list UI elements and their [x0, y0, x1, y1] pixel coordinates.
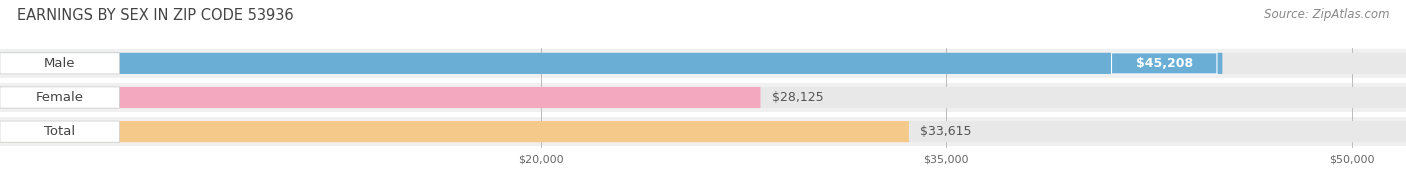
FancyBboxPatch shape [0, 53, 1406, 74]
FancyBboxPatch shape [0, 53, 1222, 74]
FancyBboxPatch shape [0, 87, 1406, 108]
FancyBboxPatch shape [0, 53, 120, 74]
Text: EARNINGS BY SEX IN ZIP CODE 53936: EARNINGS BY SEX IN ZIP CODE 53936 [17, 8, 294, 23]
Text: Source: ZipAtlas.com: Source: ZipAtlas.com [1264, 8, 1389, 21]
Text: Total: Total [44, 125, 76, 138]
Text: $33,615: $33,615 [920, 125, 972, 138]
FancyBboxPatch shape [1112, 53, 1218, 74]
Text: $45,208: $45,208 [1136, 57, 1192, 70]
FancyBboxPatch shape [0, 117, 1406, 146]
FancyBboxPatch shape [0, 121, 1406, 142]
FancyBboxPatch shape [0, 87, 120, 108]
FancyBboxPatch shape [0, 49, 1406, 78]
FancyBboxPatch shape [0, 83, 1406, 112]
Text: Male: Male [44, 57, 76, 70]
FancyBboxPatch shape [0, 121, 908, 142]
Text: Female: Female [35, 91, 84, 104]
FancyBboxPatch shape [0, 87, 761, 108]
Text: $28,125: $28,125 [772, 91, 824, 104]
FancyBboxPatch shape [0, 121, 120, 142]
